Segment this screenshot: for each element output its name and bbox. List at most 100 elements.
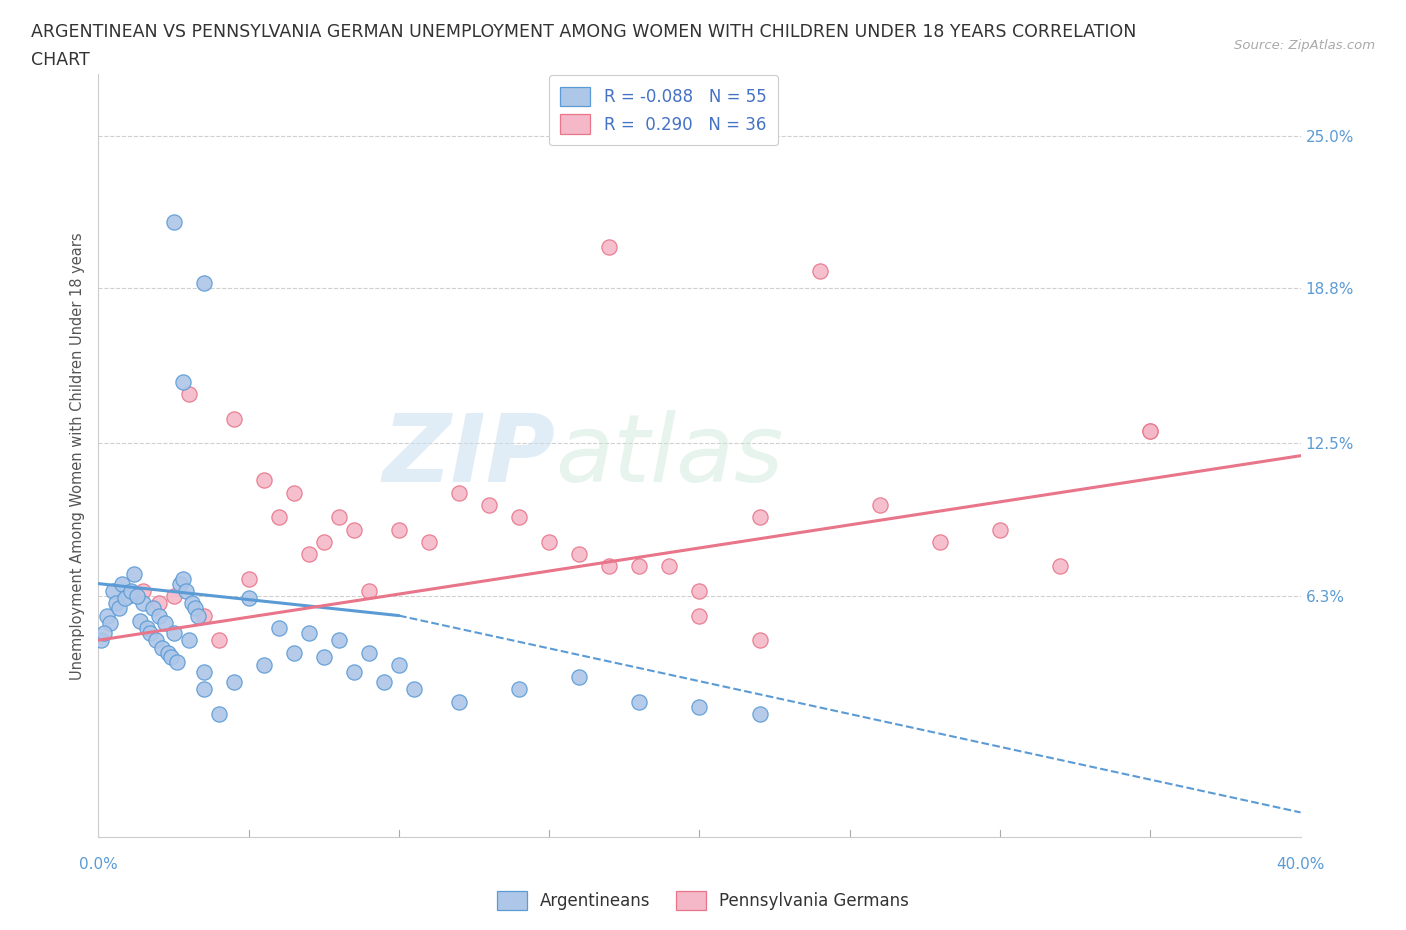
- Point: [177, 387, 200, 402]
- Point: [238, 571, 260, 586]
- Point: [174, 583, 197, 598]
- Point: [222, 411, 245, 426]
- Point: [748, 707, 770, 722]
- Text: 0.0%: 0.0%: [79, 857, 118, 871]
- Point: [177, 632, 200, 647]
- Point: [172, 375, 194, 390]
- Point: [183, 601, 205, 616]
- Point: [568, 547, 591, 562]
- Point: [238, 591, 260, 605]
- Point: [328, 632, 350, 647]
- Point: [208, 707, 231, 722]
- Text: ARGENTINEAN VS PENNSYLVANIA GERMAN UNEMPLOYMENT AMONG WOMEN WITH CHILDREN UNDER : ARGENTINEAN VS PENNSYLVANIA GERMAN UNEMP…: [31, 23, 1136, 41]
- Point: [283, 485, 305, 500]
- Point: [132, 583, 155, 598]
- Point: [418, 535, 440, 550]
- Point: [402, 682, 425, 697]
- Point: [283, 645, 305, 660]
- Y-axis label: Unemployment Among Women with Children Under 18 years: Unemployment Among Women with Children U…: [69, 232, 84, 680]
- Point: [129, 613, 152, 628]
- Point: [988, 522, 1011, 537]
- Point: [253, 658, 276, 672]
- Point: [103, 583, 125, 598]
- Point: [343, 665, 366, 680]
- Point: [90, 632, 112, 647]
- Point: [1049, 559, 1071, 574]
- Point: [869, 498, 891, 512]
- Point: [121, 583, 143, 598]
- Text: CHART: CHART: [31, 51, 90, 69]
- Point: [929, 535, 952, 550]
- Point: [312, 650, 335, 665]
- Point: [598, 239, 620, 254]
- Text: Source: ZipAtlas.com: Source: ZipAtlas.com: [1234, 39, 1375, 52]
- Point: [162, 215, 184, 230]
- Point: [357, 583, 380, 598]
- Point: [156, 645, 179, 660]
- Point: [538, 535, 561, 550]
- Point: [162, 625, 184, 640]
- Point: [343, 522, 366, 537]
- Point: [166, 655, 188, 670]
- Point: [132, 596, 155, 611]
- Point: [388, 658, 411, 672]
- Point: [193, 276, 215, 291]
- Point: [628, 695, 651, 710]
- Point: [508, 682, 530, 697]
- Point: [298, 547, 321, 562]
- Point: [808, 264, 831, 279]
- Point: [187, 608, 209, 623]
- Point: [169, 577, 191, 591]
- Point: [127, 589, 149, 604]
- Point: [689, 583, 711, 598]
- Point: [114, 591, 136, 605]
- Point: [150, 640, 173, 655]
- Point: [267, 510, 290, 525]
- Point: [153, 616, 176, 631]
- Point: [162, 589, 184, 604]
- Point: [312, 535, 335, 550]
- Point: [658, 559, 681, 574]
- Point: [253, 472, 276, 487]
- Text: 40.0%: 40.0%: [1277, 857, 1324, 871]
- Point: [628, 559, 651, 574]
- Point: [180, 596, 202, 611]
- Point: [193, 665, 215, 680]
- Point: [328, 510, 350, 525]
- Point: [447, 485, 470, 500]
- Point: [222, 674, 245, 689]
- Point: [105, 596, 128, 611]
- Point: [208, 632, 231, 647]
- Point: [357, 645, 380, 660]
- Point: [159, 650, 181, 665]
- Point: [748, 510, 770, 525]
- Point: [172, 571, 194, 586]
- Point: [689, 699, 711, 714]
- Point: [478, 498, 501, 512]
- Point: [689, 608, 711, 623]
- Point: [388, 522, 411, 537]
- Point: [117, 589, 139, 604]
- Point: [96, 608, 118, 623]
- Point: [267, 620, 290, 635]
- Text: atlas: atlas: [555, 410, 783, 501]
- Point: [124, 566, 146, 581]
- Point: [1139, 424, 1161, 439]
- Point: [447, 695, 470, 710]
- Text: ZIP: ZIP: [382, 410, 555, 501]
- Point: [108, 601, 131, 616]
- Point: [111, 577, 134, 591]
- Point: [141, 601, 163, 616]
- Point: [93, 625, 115, 640]
- Point: [148, 608, 170, 623]
- Point: [748, 632, 770, 647]
- Point: [148, 596, 170, 611]
- Point: [298, 625, 321, 640]
- Point: [598, 559, 620, 574]
- Point: [508, 510, 530, 525]
- Point: [100, 616, 122, 631]
- Point: [138, 625, 160, 640]
- Point: [135, 620, 157, 635]
- Point: [1139, 424, 1161, 439]
- Point: [373, 674, 395, 689]
